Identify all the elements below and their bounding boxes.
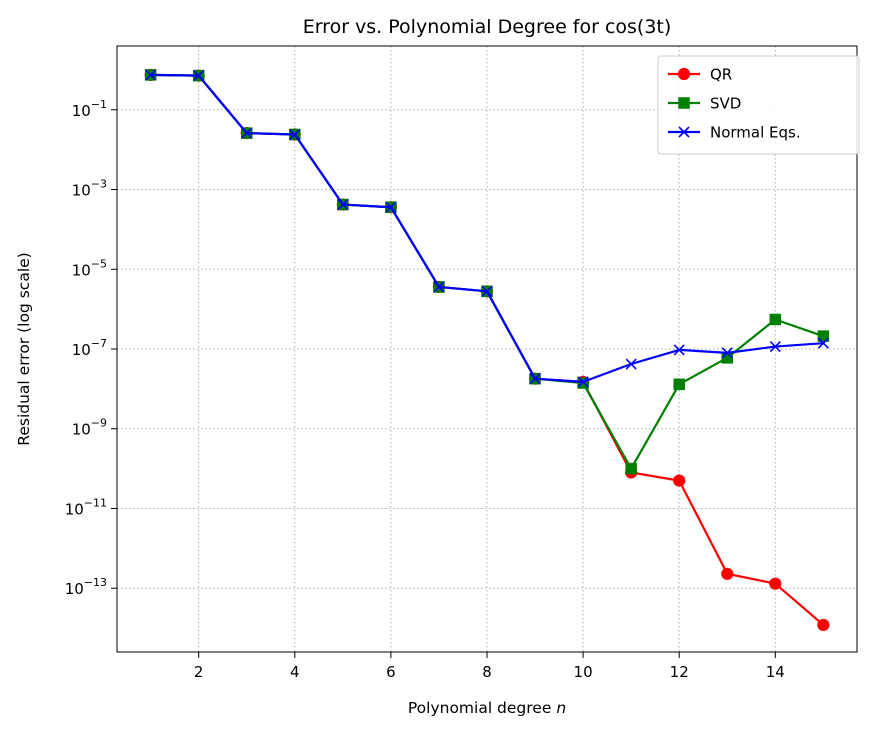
data-point xyxy=(481,285,493,297)
data-point xyxy=(529,373,541,385)
legend-marker xyxy=(677,67,691,81)
data-point xyxy=(625,462,637,475)
x-tick-label: 8 xyxy=(482,663,492,681)
data-point xyxy=(721,347,733,359)
data-point xyxy=(145,69,157,81)
y-tick-label: 10−5 xyxy=(72,257,107,279)
x-axis: 2 4 6 8 10 12 14 xyxy=(194,652,785,681)
legend-box xyxy=(657,55,860,155)
legend-item: QR xyxy=(668,66,732,84)
y-tick-label: 10−1 xyxy=(72,98,107,120)
data-point xyxy=(769,577,782,590)
data-point xyxy=(769,341,781,353)
data-point xyxy=(673,344,685,356)
x-tick-label: 2 xyxy=(194,663,204,681)
data-point xyxy=(817,330,830,342)
y-tick-label: 10−11 xyxy=(65,496,107,518)
legend-item: Normal Eqs. xyxy=(668,124,801,142)
series-layer xyxy=(144,68,830,632)
data-point xyxy=(385,201,397,213)
x-axis-label-variable: n xyxy=(556,699,566,717)
data-point xyxy=(673,474,686,487)
y-tick-label: 10−9 xyxy=(72,417,107,439)
data-point xyxy=(289,128,301,141)
data-point xyxy=(193,70,205,82)
x-tick-label: 6 xyxy=(386,663,396,681)
x-axis-label: Polynomial degree n xyxy=(408,699,566,717)
legend-item: SVD xyxy=(668,95,741,113)
legend-marker xyxy=(678,126,690,138)
legend-label: QR xyxy=(710,66,732,84)
data-point xyxy=(721,352,734,364)
data-point xyxy=(577,376,589,388)
x-tick-label: 4 xyxy=(290,663,300,681)
y-tick-label: 10−13 xyxy=(65,576,107,598)
y-axis-label: Residual error (log scale) xyxy=(15,252,33,445)
data-point xyxy=(625,358,637,370)
y-tick-label: 10−3 xyxy=(72,178,107,200)
legend-marker xyxy=(678,97,690,109)
y-axis: 10−13 10−11 10−9 10−7 10−5 10−3 10−1 xyxy=(65,98,117,598)
data-point xyxy=(817,337,829,349)
data-point xyxy=(817,618,830,632)
data-point xyxy=(769,313,782,326)
x-axis-label-text: Polynomial degree xyxy=(408,699,556,717)
chart-title: Error vs. Polynomial Degree for cos(3t) xyxy=(303,16,672,38)
data-point xyxy=(721,567,734,580)
legend: QR SVD Normal Eqs. xyxy=(657,55,860,155)
legend-label: SVD xyxy=(710,95,741,113)
x-tick-label: 10 xyxy=(574,663,593,681)
data-point xyxy=(673,378,685,391)
legend-label: Normal Eqs. xyxy=(710,124,801,142)
data-point xyxy=(241,127,253,139)
x-tick-label: 14 xyxy=(766,663,785,681)
y-tick-label: 10−7 xyxy=(72,337,107,359)
x-tick-label: 12 xyxy=(670,663,689,681)
data-point xyxy=(337,198,349,211)
data-point xyxy=(433,281,445,293)
data-point xyxy=(577,377,589,389)
grid xyxy=(117,46,857,652)
series-normal-eqs xyxy=(145,69,829,388)
